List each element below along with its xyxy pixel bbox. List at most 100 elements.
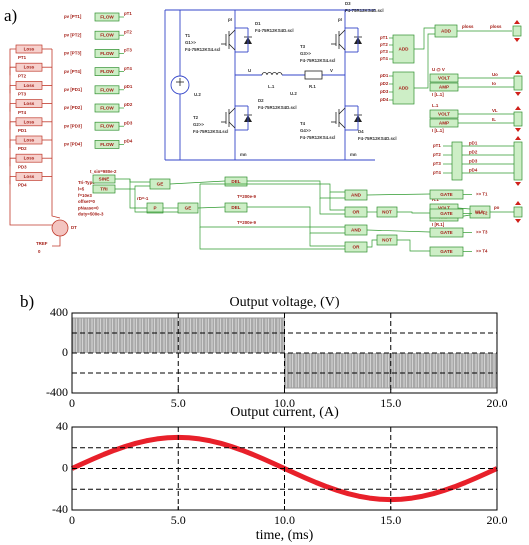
loss-name: PD2 [18,146,27,151]
source-label: U.2 [194,92,201,97]
figure: a) b) LossPT1LossPT2LossPT3LossPT4LossPD… [0,0,529,545]
tri-block-label: TRI [100,187,107,192]
arrow [514,38,520,42]
arrow [515,136,521,140]
flow-output: pT3 [124,48,132,53]
loss-name: PT3 [18,92,27,97]
loss-block-label: Loss [24,174,35,179]
switch-gate: G2>> [193,122,204,127]
loss-block-label: Loss [24,119,35,124]
loss-block-label: Loss [24,156,35,161]
probe-input: pT1 [433,143,441,148]
diode-name: D4 [358,129,364,134]
param: T=200e-9 [237,220,256,225]
flow-output: pD2 [124,102,133,107]
chart-title: Output voltage, (V) [229,295,339,310]
loss-block-label: Loss [24,138,35,143]
wire [320,198,345,214]
switch-name: T4 [300,121,306,126]
wire [10,104,16,112]
wire [397,212,430,213]
rail-label: mn [240,152,247,157]
sum-input: pT1 [380,35,388,40]
gate-block-label: GATE [440,230,452,235]
wire [10,67,16,75]
loss-block-label: Loss [24,83,35,88]
y-tick-label: 400 [50,305,68,319]
diode-model: F4-75R12KS4D.scl [358,136,397,141]
wire [200,184,345,227]
wire [367,230,430,232]
flow-input: pv [PD1] [64,87,82,92]
sum-input: pD2 [380,81,389,86]
x-axis-label: time, (ms) [256,528,314,543]
meter-output: po [494,205,500,210]
delay-block-label: DEL [231,179,240,184]
flow-input: pv [PD2] [64,105,82,110]
sum-input: pD4 [380,97,389,102]
flow-output: pD3 [124,120,133,125]
switch-model: F4-75R12KS4.scl [300,58,335,63]
rail-label: pI [228,17,232,22]
wire [310,233,345,246]
wire [330,192,345,210]
label: 0 [38,249,41,254]
arrow [514,20,520,24]
volt-block-label: VOLT [438,112,450,117]
loss-block-label: Loss [24,101,35,106]
probe-box [514,142,522,180]
x-tick-label: 10.0 [274,513,295,527]
loss-name: PT2 [18,73,27,78]
wire [10,85,16,93]
gate-output: >> T3 [476,230,488,235]
y-tick-label: -40 [52,502,68,516]
ge-block-label: GE [157,182,164,187]
add-block-label: ADD [399,47,410,52]
gate-block-label: GATE [440,211,452,216]
and-block-label: AND [351,193,362,198]
x-tick-label: 0 [69,513,75,527]
loss-name: PD3 [18,164,27,169]
wire [10,158,16,166]
sum-input: pD3 [380,89,389,94]
flow-input: pv [PT1] [64,14,82,19]
wire [10,122,16,130]
y-tick-label: -400 [46,385,68,399]
probe-output: pD1 [469,141,478,146]
param: duty=500e-3 [78,212,104,217]
wire [229,122,235,128]
wire [115,186,150,189]
probe-box [514,112,522,126]
arrow [515,219,521,223]
wire [247,207,345,233]
sum-output: ploss [462,24,474,29]
probe-output: pD4 [469,168,478,173]
flow-input: pv [PT2] [64,32,82,37]
diode-name: D2 [258,98,264,103]
meter-sub: I [R.1] [432,222,445,227]
probe-input: pT3 [433,161,441,166]
flow-output: pD4 [124,139,133,144]
flow-input: pv [PD3] [64,123,82,128]
source-label: U.2 [290,91,297,96]
label: V [330,68,333,73]
thermal-source [52,220,68,236]
wire [229,30,235,36]
label: DT [71,225,77,230]
arrow [515,92,521,96]
probe-box [514,207,522,217]
amp-block-label: AMP [439,85,449,90]
wire [339,108,345,114]
wire [367,240,377,247]
wire [130,179,147,208]
meter-output: IL [492,117,496,122]
inductor-label: L.1 [268,84,275,89]
or-block-label: OR [353,245,361,250]
wire [229,44,235,50]
y-tick-label: 0 [62,460,68,474]
add-block-label: ADD [441,29,452,34]
sum-input: pT4 [380,56,388,61]
wire [10,49,16,57]
flow-block-label: FLOW [100,142,114,147]
x-tick-label: 20.0 [487,513,508,527]
